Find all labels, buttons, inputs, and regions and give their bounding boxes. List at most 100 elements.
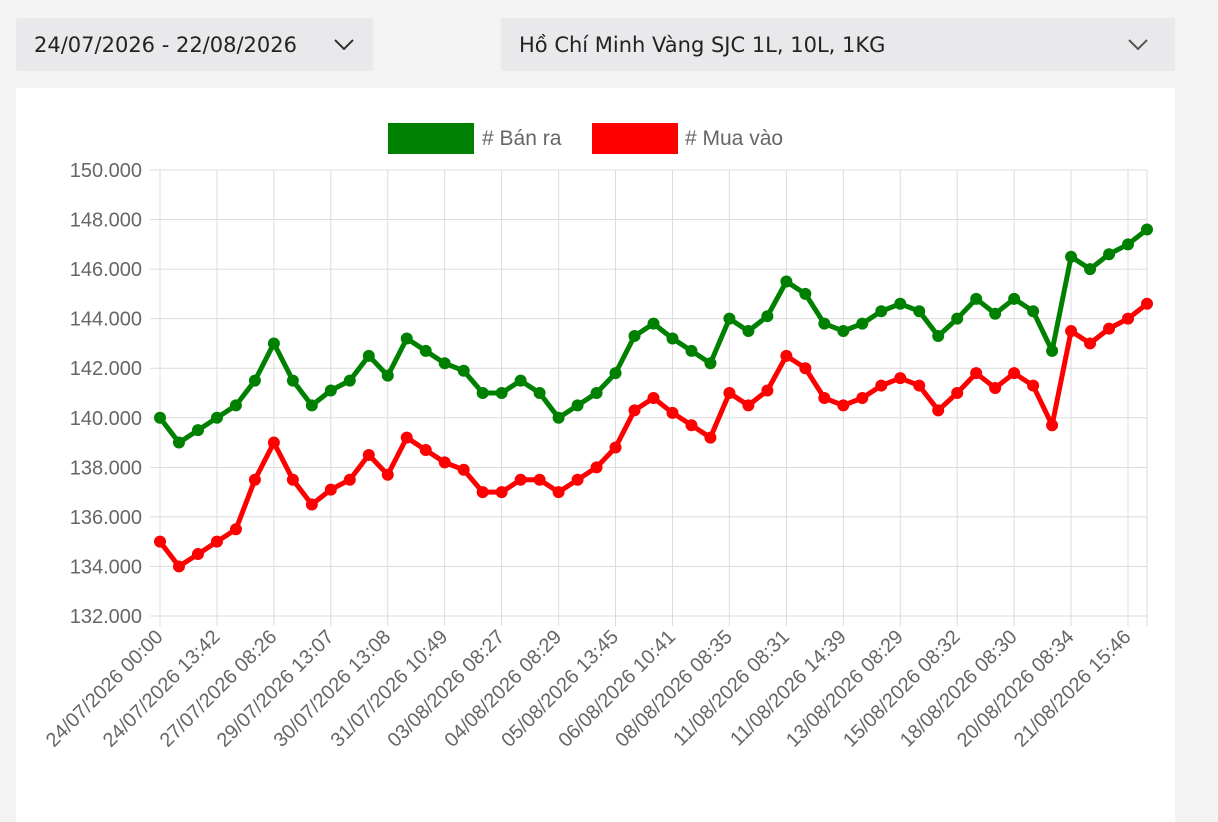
data-point: [533, 473, 546, 486]
data-point: [856, 317, 869, 330]
data-point: [1065, 325, 1078, 338]
data-point: [419, 344, 432, 357]
data-point: [286, 374, 299, 387]
data-point: [1103, 248, 1116, 261]
data-point: [761, 310, 774, 323]
data-point: [875, 305, 888, 318]
y-tick-label: 134.000: [70, 556, 142, 578]
y-tick-label: 148.000: [70, 210, 142, 232]
data-point: [495, 486, 508, 499]
series-line: [158, 227, 1149, 446]
data-point: [419, 443, 432, 456]
data-point: [742, 399, 755, 412]
data-point: [1046, 344, 1059, 357]
chevron-down-icon: [1127, 33, 1149, 57]
data-point: [913, 305, 926, 318]
y-tick-label: 140.000: [70, 408, 142, 430]
data-point: [362, 349, 375, 362]
data-point: [970, 292, 983, 305]
y-tick-label: 144.000: [70, 309, 142, 331]
data-point: [1122, 238, 1135, 251]
y-tick-label: 142.000: [70, 358, 142, 380]
data-point: [1065, 250, 1078, 263]
data-point: [1141, 297, 1153, 310]
data-point: [666, 332, 679, 345]
data-point: [590, 387, 603, 399]
data-point: [495, 387, 508, 399]
data-point: [685, 344, 698, 357]
product-select[interactable]: Hồ Chí Minh Vàng SJC 1L, 10L, 1KG: [501, 18, 1175, 71]
data-point: [343, 473, 356, 486]
y-tick-label: 136.000: [70, 507, 142, 529]
data-point: [476, 486, 489, 499]
data-point: [172, 560, 185, 573]
y-tick-label: 150.000: [70, 160, 142, 182]
data-point: [875, 379, 888, 392]
data-point: [286, 473, 299, 486]
data-point: [704, 431, 717, 444]
data-point: [210, 411, 223, 424]
chevron-down-icon: [333, 33, 355, 57]
data-point: [1141, 223, 1153, 236]
data-point: [780, 275, 793, 288]
date-range-value: 24/07/2026 - 22/08/2026: [34, 32, 298, 57]
data-point: [1103, 322, 1116, 335]
data-point: [514, 473, 527, 486]
data-point: [229, 399, 242, 412]
data-point: [951, 387, 964, 399]
data-point: [552, 486, 565, 499]
data-point: [609, 441, 622, 454]
data-point: [951, 312, 964, 325]
data-point: [609, 367, 622, 380]
data-point: [191, 424, 204, 437]
data-point: [799, 362, 812, 375]
data-point: [400, 431, 413, 444]
price-line-chart: 132.000 134.000 136.000 138.000 140.000 142.0…: [42, 123, 1153, 752]
data-point: [970, 367, 983, 380]
y-tick-label: 138.000: [70, 457, 142, 479]
data-point: [154, 535, 166, 548]
data-point: [856, 391, 869, 404]
data-point: [837, 399, 850, 412]
data-point: [1122, 312, 1135, 325]
data-point: [324, 483, 337, 496]
y-tick-label: 146.000: [70, 259, 142, 281]
data-point: [723, 387, 736, 399]
data-point: [1027, 379, 1040, 392]
series-line: [158, 301, 1149, 569]
data-point: [571, 473, 584, 486]
data-point: [267, 337, 280, 350]
data-point: [1027, 305, 1040, 318]
data-point: [514, 374, 527, 387]
data-point: [324, 384, 337, 397]
data-point: [913, 379, 926, 392]
data-point: [761, 384, 774, 397]
date-range-select[interactable]: 24/07/2026 - 22/08/2026: [16, 18, 373, 71]
data-point: [780, 349, 793, 362]
data-point: [989, 307, 1002, 320]
data-point: [533, 387, 546, 399]
data-point: [400, 332, 413, 345]
data-point: [628, 330, 641, 343]
data-point: [267, 436, 280, 449]
data-point: [628, 404, 641, 417]
data-point: [362, 448, 375, 461]
data-point: [704, 357, 717, 370]
data-point: [837, 325, 850, 338]
data-point: [210, 535, 223, 548]
data-point: [799, 287, 812, 300]
data-point: [305, 498, 318, 511]
data-point: [438, 357, 451, 370]
legend-label: # Mua vào: [685, 127, 783, 150]
product-value: Hồ Chí Minh Vàng SJC 1L, 10L, 1KG: [519, 32, 886, 57]
data-point: [154, 411, 166, 424]
data-point: [191, 548, 204, 561]
data-point: [571, 399, 584, 412]
data-point: [894, 372, 907, 385]
data-point: [1084, 337, 1097, 350]
data-point: [381, 468, 394, 481]
data-point: [1008, 292, 1021, 305]
chart-card: 132.000 134.000 136.000 138.000 140.000 142.0…: [16, 88, 1175, 822]
data-point: [229, 523, 242, 536]
data-point: [647, 391, 660, 404]
